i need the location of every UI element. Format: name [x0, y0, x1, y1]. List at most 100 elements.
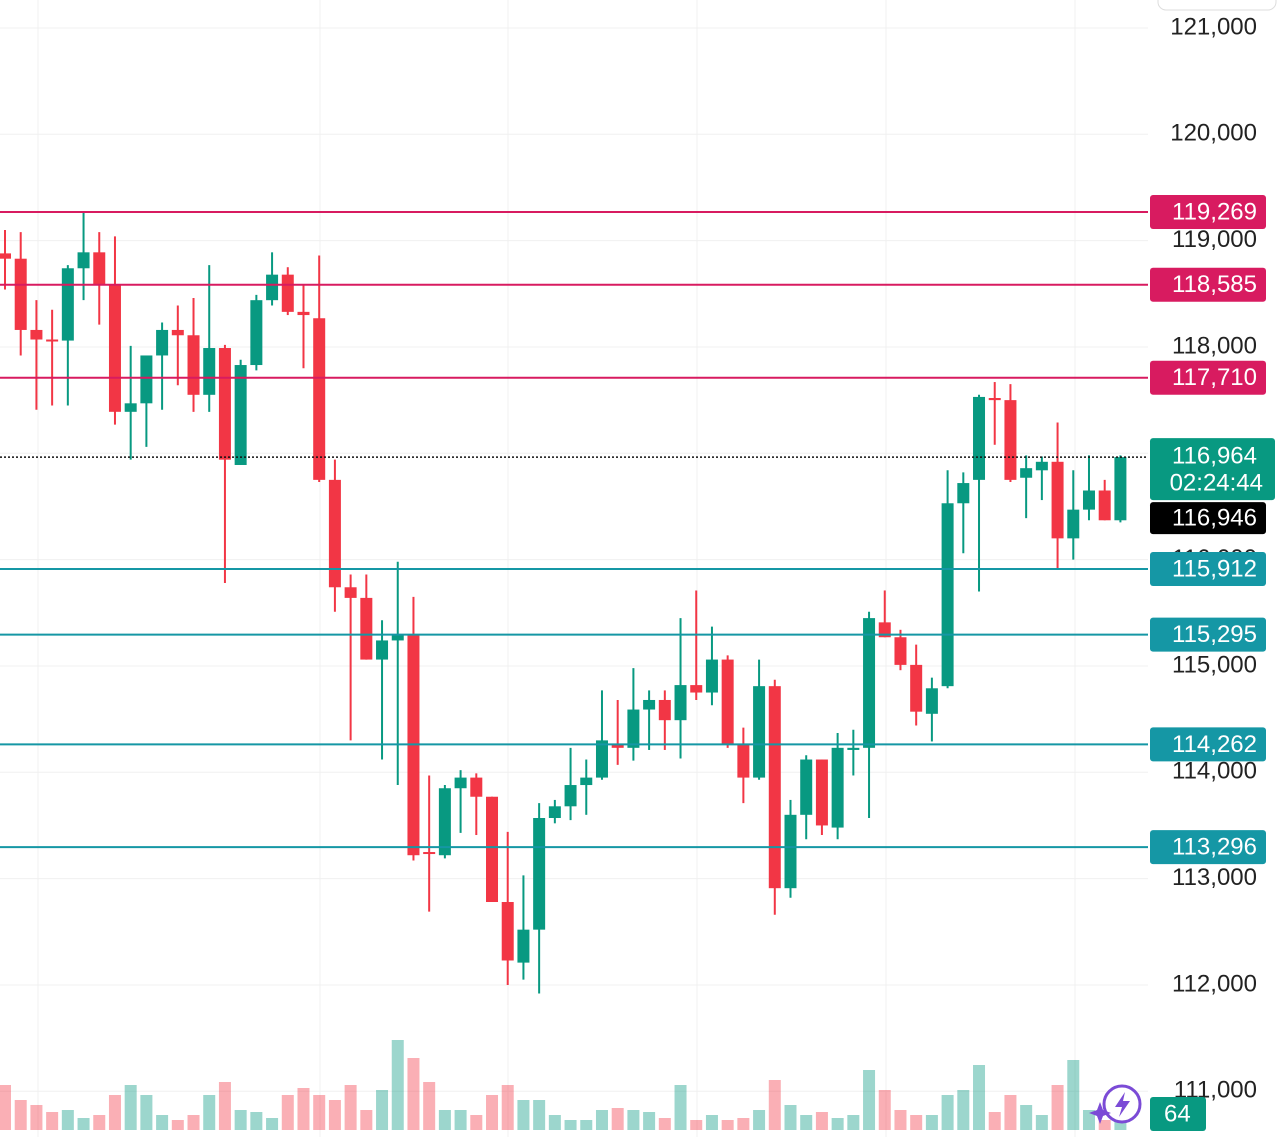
candle-body: [815, 759, 828, 826]
candle-body: [281, 274, 294, 312]
volume-bar: [973, 1065, 986, 1130]
volume-bar: [611, 1108, 624, 1130]
candle-body: [973, 396, 986, 480]
candle-body: [486, 796, 499, 903]
volume-bar: [957, 1090, 970, 1130]
candle-body: [1082, 490, 1095, 510]
candle-body: [156, 329, 169, 356]
candle-body: [753, 686, 766, 778]
volume-bar: [486, 1095, 499, 1130]
candle-body: [643, 699, 656, 710]
volume-bar: [344, 1085, 357, 1130]
volume-bar: [1051, 1085, 1064, 1130]
candle-body: [140, 355, 153, 404]
volume-bar: [894, 1110, 907, 1130]
volume-bar: [658, 1118, 671, 1130]
candle-body: [470, 777, 483, 797]
volume-bar: [328, 1100, 341, 1130]
level-label: 114,262: [1172, 731, 1257, 758]
volume-bar: [721, 1120, 734, 1130]
candle-body: [454, 777, 467, 789]
level-label: 118,585: [1172, 271, 1257, 298]
volume-bar: [171, 1120, 184, 1130]
candle-body: [564, 785, 577, 807]
candle-body: [1035, 461, 1048, 471]
candle-body: [360, 597, 373, 660]
volume-bar: [1067, 1060, 1080, 1130]
volume-bar: [124, 1085, 137, 1130]
volume-bar: [595, 1110, 608, 1130]
candle-body: [674, 685, 687, 721]
candle-body: [266, 274, 279, 301]
candle-body: [1114, 457, 1127, 521]
candle-body: [313, 318, 326, 480]
candle-body: [627, 709, 640, 748]
assistant-icon[interactable]: [1089, 1084, 1142, 1124]
volume-bar: [737, 1118, 750, 1130]
volume-bar: [266, 1118, 279, 1130]
volume-bar: [203, 1095, 216, 1130]
volume-bar: [580, 1120, 593, 1130]
volume-bar: [925, 1115, 938, 1130]
candle-body: [77, 252, 90, 269]
candle-body: [988, 397, 1001, 401]
candle-body: [595, 740, 608, 778]
candle-body: [423, 852, 436, 855]
volume-bar: [674, 1085, 687, 1130]
candle-body: [517, 929, 530, 963]
volume-bar: [313, 1095, 326, 1130]
volume-bar: [1020, 1105, 1033, 1130]
y-tick-label: 119,000: [1172, 226, 1257, 253]
volume-bar: [46, 1112, 59, 1130]
volume-bar: [627, 1110, 640, 1130]
marker-label-bg: [1150, 502, 1266, 535]
level-label-bg: [1150, 195, 1266, 230]
volume-bar: [1035, 1115, 1048, 1130]
candle-body: [297, 311, 310, 316]
volume-bar: [988, 1112, 1001, 1130]
level-label-bg: [1150, 617, 1266, 652]
candle-body: [0, 253, 11, 259]
y-tick-label: 118,000: [1172, 332, 1257, 359]
level-label: 113,296: [1172, 833, 1257, 860]
level-label-bg: [1150, 267, 1266, 302]
volume-bar: [250, 1112, 263, 1130]
volume-bar: [643, 1112, 656, 1130]
volume-label-bg: [1150, 1097, 1206, 1131]
volume-bar: [234, 1110, 247, 1130]
candle-body: [894, 637, 907, 665]
volume-bar: [753, 1110, 766, 1130]
icon-bolt: [1115, 1092, 1130, 1117]
level-label: 119,269: [1172, 198, 1257, 225]
y-tick-label: 120,000: [1170, 120, 1257, 147]
volume-bar: [407, 1058, 420, 1130]
volume-bar: [0, 1085, 11, 1130]
volume-bar: [800, 1115, 813, 1130]
candle-body: [14, 258, 27, 330]
volume-bar: [454, 1110, 467, 1130]
volume-bar: [815, 1112, 828, 1130]
volume-bar: [878, 1090, 891, 1130]
top-button[interactable]: [1157, 0, 1277, 11]
volume-bar: [93, 1115, 106, 1130]
y-tick-label: 121,000: [1170, 13, 1257, 40]
volume-label: 64: [1164, 1100, 1191, 1127]
volume-bar: [30, 1105, 43, 1130]
candle-body: [501, 902, 514, 961]
volume-bar: [517, 1100, 530, 1130]
candle-body: [108, 285, 121, 412]
volume-bar: [1114, 1120, 1127, 1130]
candle-body: [737, 744, 750, 778]
candle-body: [344, 587, 357, 598]
volume-bar: [14, 1100, 27, 1130]
countdown: 02:24:44: [1170, 469, 1263, 496]
volume-bar: [784, 1105, 797, 1130]
volume-bar: [1004, 1095, 1017, 1130]
y-tick-label: 114,000: [1172, 758, 1257, 785]
level-label-bg: [1150, 551, 1266, 586]
candle-body: [847, 747, 860, 750]
marker-label: 116,946: [1172, 504, 1257, 531]
icon-sparkle: [1089, 1102, 1111, 1124]
volume-bar: [297, 1088, 310, 1130]
